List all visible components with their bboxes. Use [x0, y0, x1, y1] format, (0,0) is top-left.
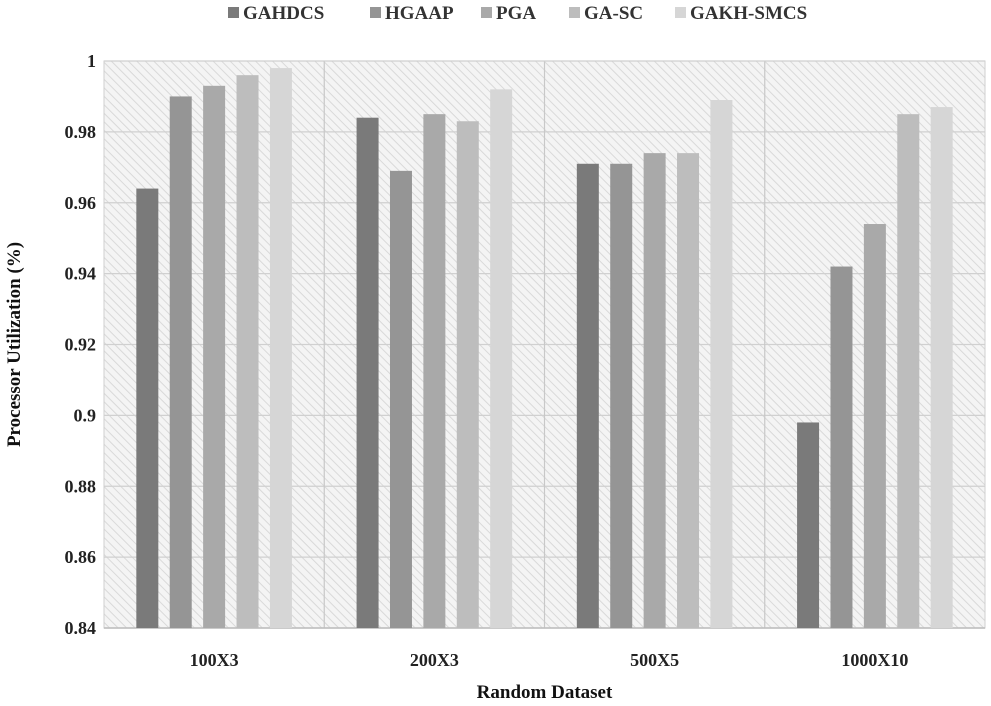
bar-pga-1000x10	[863, 224, 886, 628]
bar-pga-100x3	[203, 85, 226, 628]
legend-swatch-pga	[481, 7, 492, 18]
bar-ga-sc-200x3	[456, 121, 479, 629]
legend-label-ga-sc: GA-SC	[584, 3, 643, 24]
bar-gakh-smcs-500x5	[710, 99, 733, 628]
y-axis: 0.84 0.86 0.88 0.9 0.92 0.94 0.96 0.98 1	[65, 51, 97, 638]
bar-gahdcs-200x3	[356, 117, 379, 628]
y-tick-label: 0.92	[65, 335, 97, 355]
bar-ga-sc-1000x10	[897, 114, 920, 628]
bars	[136, 68, 953, 629]
y-tick-label: 0.94	[65, 264, 97, 284]
y-tick-label: 0.84	[65, 618, 97, 638]
y-tick-label: 0.86	[65, 547, 97, 567]
x-tick-label: 1000X10	[841, 650, 908, 670]
chart-legend: GAHDCS HGAAP PGA GA-SC GAKH-SMCS	[228, 3, 807, 24]
bar-pga-200x3	[423, 114, 446, 628]
bar-gakh-smcs-100x3	[269, 68, 292, 628]
bar-hgaap-100x3	[169, 96, 192, 628]
bar-pga-500x5	[643, 153, 666, 628]
y-tick-label: 0.88	[65, 476, 97, 496]
legend-label-pga: PGA	[496, 3, 536, 24]
legend-swatch-hgaap	[370, 7, 381, 18]
y-tick-label: 1	[87, 51, 96, 71]
bar-hgaap-1000x10	[830, 266, 853, 628]
bar-ga-sc-100x3	[236, 75, 259, 629]
bar-gakh-smcs-1000x10	[930, 107, 953, 629]
legend-swatch-gahdcs	[228, 7, 239, 18]
x-tick-label: 100X3	[190, 650, 239, 670]
legend-swatch-gakh-smcs	[675, 7, 686, 18]
x-axis: 100X3 200X3 500X5 1000X10	[190, 650, 909, 670]
x-tick-label: 500X5	[630, 650, 679, 670]
y-axis-title: Processor Utilization (%)	[4, 242, 25, 447]
x-axis-title: Random Dataset	[477, 682, 613, 703]
bar-ga-sc-500x5	[677, 153, 700, 628]
y-tick-label: 0.96	[65, 193, 97, 213]
bar-hgaap-500x5	[610, 163, 633, 629]
legend-swatch-ga-sc	[569, 7, 580, 18]
legend-label-gakh-smcs: GAKH-SMCS	[690, 3, 807, 24]
x-tick-label: 200X3	[410, 650, 459, 670]
y-tick-label: 0.98	[65, 122, 97, 142]
legend-label-gahdcs: GAHDCS	[243, 3, 324, 24]
bar-gakh-smcs-200x3	[490, 89, 513, 629]
bar-gahdcs-500x5	[576, 163, 599, 629]
y-tick-label: 0.9	[74, 405, 97, 425]
legend-label-hgaap: HGAAP	[385, 3, 454, 24]
bar-gahdcs-1000x10	[797, 422, 820, 628]
bar-hgaap-200x3	[389, 170, 412, 628]
bar-gahdcs-100x3	[136, 188, 159, 628]
